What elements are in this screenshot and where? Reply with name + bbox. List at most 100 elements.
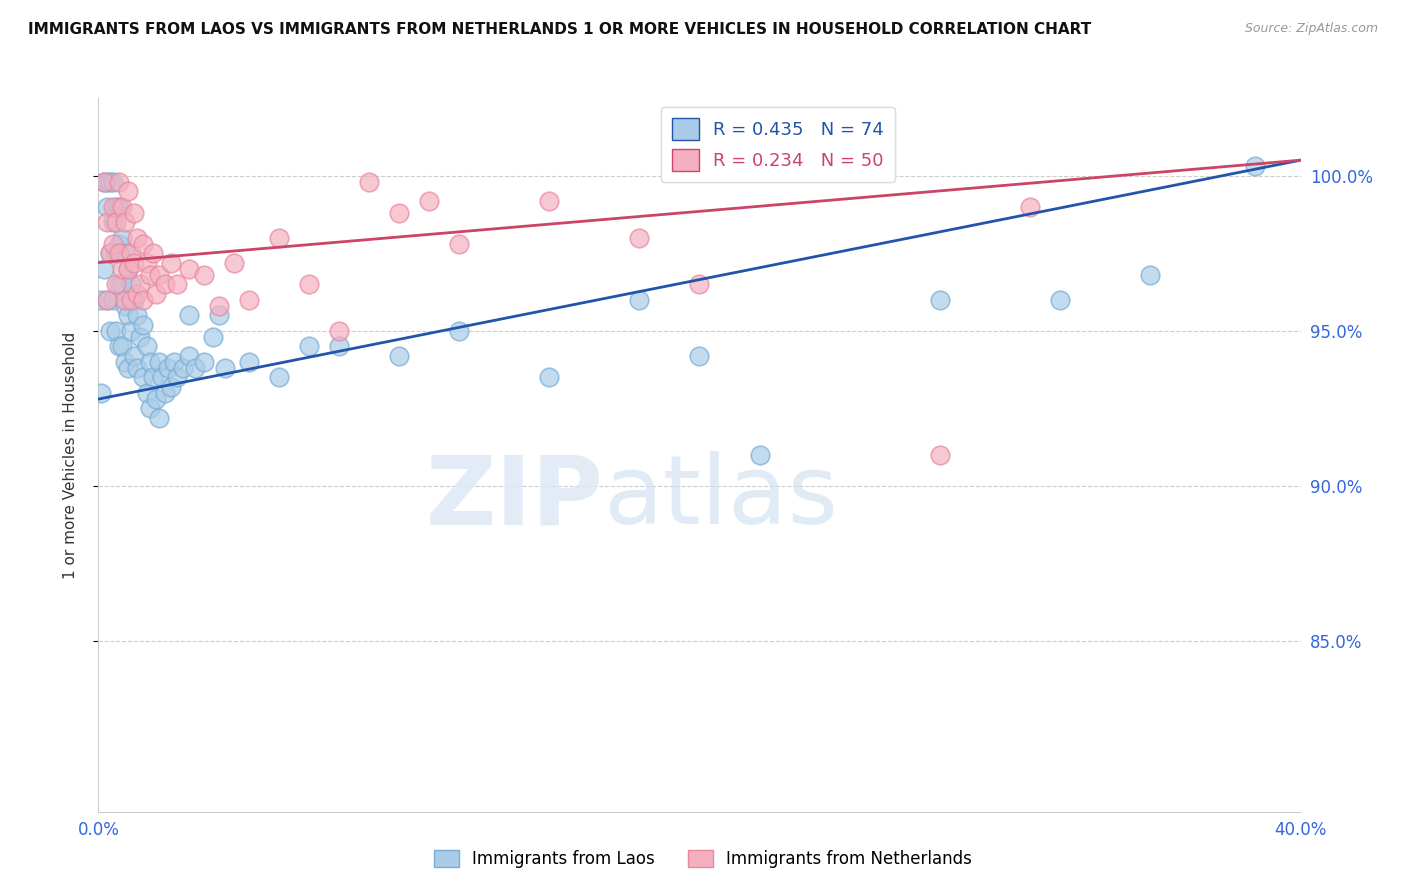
Point xyxy=(117,261,139,276)
Point xyxy=(114,246,136,260)
Point xyxy=(108,175,131,189)
Point xyxy=(103,175,125,189)
Point xyxy=(121,277,143,292)
Point xyxy=(153,277,176,292)
Point xyxy=(298,339,321,353)
Point xyxy=(132,370,155,384)
Point xyxy=(183,361,205,376)
Point xyxy=(166,277,188,292)
Point xyxy=(135,339,157,353)
Point xyxy=(628,293,651,307)
Point xyxy=(117,308,139,322)
Point xyxy=(105,324,128,338)
Point xyxy=(148,355,170,369)
Point xyxy=(117,184,139,198)
Point xyxy=(103,236,125,251)
Point xyxy=(111,261,134,276)
Point xyxy=(111,200,134,214)
Point xyxy=(103,200,125,214)
Point xyxy=(748,448,770,462)
Point xyxy=(208,308,231,322)
Point xyxy=(117,361,139,376)
Point xyxy=(159,255,181,269)
Point xyxy=(121,324,143,338)
Point xyxy=(148,410,170,425)
Point xyxy=(108,277,131,292)
Point xyxy=(177,261,200,276)
Point xyxy=(193,268,215,282)
Point xyxy=(447,324,470,338)
Point xyxy=(100,246,122,260)
Point xyxy=(93,261,115,276)
Point xyxy=(100,175,122,189)
Point xyxy=(93,175,115,189)
Point xyxy=(150,370,173,384)
Point xyxy=(159,379,181,393)
Point xyxy=(201,330,224,344)
Point xyxy=(100,246,122,260)
Point xyxy=(138,401,160,416)
Point xyxy=(108,236,131,251)
Point xyxy=(105,277,128,292)
Point xyxy=(388,206,411,220)
Point xyxy=(135,255,157,269)
Point xyxy=(153,385,176,400)
Text: ZIP: ZIP xyxy=(426,451,603,544)
Point xyxy=(214,361,236,376)
Point xyxy=(129,277,152,292)
Point xyxy=(96,215,118,229)
Point xyxy=(127,308,149,322)
Point xyxy=(357,175,380,189)
Y-axis label: 1 or more Vehicles in Household: 1 or more Vehicles in Household xyxy=(63,331,77,579)
Point xyxy=(108,200,131,214)
Point xyxy=(238,293,260,307)
Point xyxy=(96,200,118,214)
Point xyxy=(90,385,112,400)
Point xyxy=(141,246,163,260)
Point xyxy=(124,255,146,269)
Point xyxy=(145,286,167,301)
Point xyxy=(114,293,136,307)
Point xyxy=(166,370,188,384)
Point xyxy=(114,299,136,313)
Point xyxy=(1019,200,1042,214)
Point xyxy=(132,293,155,307)
Legend: R = 0.435   N = 74, R = 0.234   N = 50: R = 0.435 N = 74, R = 0.234 N = 50 xyxy=(661,107,894,182)
Point xyxy=(177,308,200,322)
Point xyxy=(929,448,952,462)
Point xyxy=(124,206,146,220)
Point xyxy=(193,355,215,369)
Point xyxy=(90,293,112,307)
Point xyxy=(121,246,143,260)
Point xyxy=(105,200,128,214)
Point xyxy=(114,355,136,369)
Point xyxy=(238,355,260,369)
Point xyxy=(328,324,350,338)
Point xyxy=(689,349,711,363)
Point xyxy=(538,194,561,208)
Point xyxy=(162,355,184,369)
Point xyxy=(1244,160,1267,174)
Point xyxy=(127,231,149,245)
Point xyxy=(222,255,245,269)
Point xyxy=(103,215,125,229)
Point xyxy=(129,330,152,344)
Point xyxy=(111,231,134,245)
Point xyxy=(135,385,157,400)
Point xyxy=(141,370,163,384)
Text: IMMIGRANTS FROM LAOS VS IMMIGRANTS FROM NETHERLANDS 1 OR MORE VEHICLES IN HOUSEH: IMMIGRANTS FROM LAOS VS IMMIGRANTS FROM … xyxy=(28,22,1091,37)
Point xyxy=(1139,268,1161,282)
Point xyxy=(127,286,149,301)
Point xyxy=(114,215,136,229)
Point xyxy=(127,361,149,376)
Point xyxy=(124,349,146,363)
Legend: Immigrants from Laos, Immigrants from Netherlands: Immigrants from Laos, Immigrants from Ne… xyxy=(427,843,979,875)
Point xyxy=(628,231,651,245)
Point xyxy=(108,339,131,353)
Point xyxy=(111,339,134,353)
Point xyxy=(1049,293,1071,307)
Point xyxy=(111,277,134,292)
Point xyxy=(208,299,231,313)
Point xyxy=(138,268,160,282)
Point xyxy=(132,318,155,332)
